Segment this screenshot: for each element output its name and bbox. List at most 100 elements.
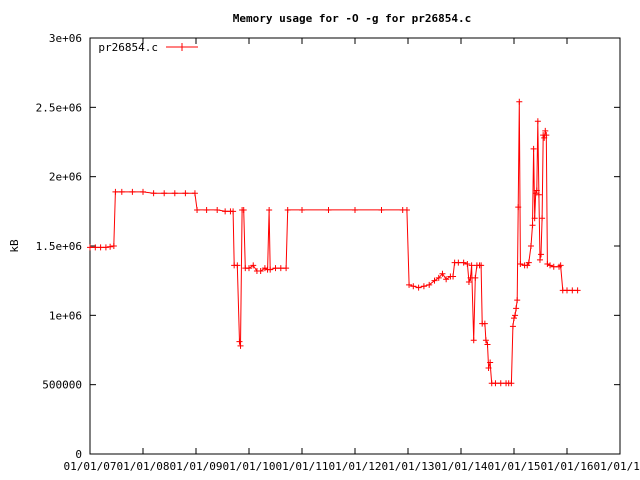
data-point [464, 261, 471, 268]
data-point [410, 283, 417, 290]
data-point [129, 188, 136, 195]
data-point [403, 206, 410, 213]
x-tick-label: 01/01/13 [382, 460, 435, 473]
x-tick-label: 01/01/15 [488, 460, 541, 473]
data-point [536, 256, 543, 263]
data-point [191, 190, 198, 197]
x-tick-label: 01/01/16 [541, 460, 594, 473]
data-point [530, 145, 537, 152]
data-point [299, 206, 305, 213]
data-point [112, 188, 119, 195]
data-point [550, 263, 557, 270]
y-tick-label: 2e+06 [49, 171, 82, 184]
data-point [325, 206, 332, 213]
data-point [509, 323, 516, 330]
y-axis-ticks: 0 500000 1e+06 1.5e+06 2e+06 2.5e+06 3e+06 [36, 32, 620, 461]
data-point [431, 277, 438, 284]
data-point [261, 265, 268, 272]
data-point [102, 244, 109, 251]
data-point [543, 132, 550, 139]
data-point [87, 244, 93, 251]
y-tick-label: 3e+06 [49, 32, 82, 45]
data-point [542, 127, 549, 134]
data-point [517, 261, 524, 268]
data-point [527, 243, 534, 249]
data-point [472, 274, 479, 281]
data-point [511, 315, 517, 322]
data-point [547, 262, 554, 269]
data-point [515, 204, 522, 211]
data-point [478, 262, 485, 269]
legend-label: pr26854.c [98, 41, 158, 54]
data-point [182, 190, 189, 197]
data-point [420, 283, 427, 290]
data-point [492, 380, 499, 387]
data-point [460, 259, 467, 266]
data-point [257, 267, 264, 274]
y-tick-label: 1.5e+06 [36, 240, 82, 253]
data-point [107, 243, 114, 250]
data-point [512, 312, 519, 319]
data-point [514, 297, 521, 304]
x-tick-label: 01/01/07 [64, 460, 117, 473]
y-tick-label: 0 [75, 448, 82, 461]
y-axis-label: kB [8, 239, 21, 253]
data-point [246, 265, 252, 272]
data-point [92, 244, 99, 251]
x-tick-label: 01/01/08 [117, 460, 170, 473]
data-point [118, 188, 125, 195]
data-point [237, 342, 244, 349]
data-point [557, 262, 564, 269]
data-point [531, 215, 538, 222]
data-point [415, 284, 422, 291]
data-point [569, 287, 576, 294]
data-point [465, 279, 472, 286]
data-point [468, 262, 475, 269]
data-point [455, 259, 462, 266]
data-point [443, 276, 450, 283]
data-point [539, 215, 546, 222]
data-point [533, 187, 540, 194]
series-line [90, 101, 578, 384]
data-point [439, 270, 446, 277]
legend-swatch-marker [178, 43, 186, 51]
data-point [406, 281, 413, 288]
data-point [230, 208, 237, 215]
data-point [470, 337, 477, 344]
data-point [481, 320, 488, 327]
data-point [564, 287, 570, 294]
x-tick-label: 01/01/17 [594, 460, 640, 473]
plot-frame [89, 37, 621, 455]
data-point [222, 208, 229, 215]
data-point [535, 191, 542, 198]
data-point [485, 365, 492, 372]
data-point [203, 206, 210, 213]
data-point [284, 206, 291, 213]
data-point [236, 338, 243, 345]
x-axis-ticks: 01/01/07 01/01/08 01/01/09 01/01/10 01/01/11… [64, 38, 640, 473]
data-point [525, 259, 532, 266]
data-point [426, 281, 433, 288]
data-point [378, 206, 385, 213]
data-point [150, 190, 157, 197]
y-tick-label: 1e+06 [49, 309, 82, 322]
data-point [482, 337, 489, 344]
data-point [110, 243, 117, 249]
data-point [524, 262, 531, 269]
data-point [484, 341, 491, 348]
y-tick-label: 2.5e+06 [36, 101, 82, 114]
x-tick-label: 01/01/09 [170, 460, 223, 473]
data-point [529, 222, 536, 229]
x-tick-label: 01/01/12 [329, 460, 382, 473]
data-point [267, 266, 274, 273]
chart-title: Memory usage for -O -g for pr26854.c [233, 12, 471, 25]
data-point [513, 305, 520, 312]
data-point [532, 190, 539, 197]
data-point [250, 262, 257, 269]
x-tick-label: 01/01/10 [223, 460, 276, 473]
data-point [435, 274, 442, 281]
data-point [277, 265, 284, 272]
data-point [544, 261, 551, 268]
data-point [534, 118, 541, 125]
